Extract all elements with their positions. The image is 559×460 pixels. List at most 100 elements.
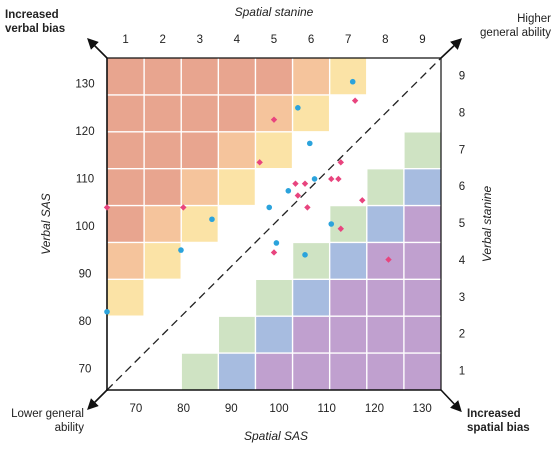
data-point-circle [328,221,335,227]
grid-cell-s6-v7 [292,131,330,169]
corner-lower-ability-line-2: ability [54,422,84,434]
grid-cell-s6-v8 [292,94,330,133]
grid-cell-s7-v1 [329,353,368,391]
grid-cell-s1-v2 [107,316,145,354]
corner-lower-ability-line-1: Lower general [11,408,84,420]
verbal-sas-axis-label: Verbal SAS [39,193,53,255]
corner-label-lower-ability: Lower general ability [4,407,84,435]
grid-cell-s1-v4 [107,242,145,280]
corner-spatial-bias-line-2: spatial bias [467,422,530,434]
data-point-diamond [103,204,111,211]
data-point-diamond [180,204,187,211]
left-tick-label: 120 [75,126,94,138]
tick-labels: 1 2 3 4 5 6 7 8 9 1 2 3 4 5 6 7 8 9 70 80 90 100 110 120 130 70 80… [75,34,465,415]
grid-cell-s3-v8 [181,94,219,133]
grid-cell-s3-v1 [181,353,219,391]
right-tick-label: 5 [459,218,465,230]
data-point-diamond [351,97,359,104]
grid-cell-s1-v5 [107,205,145,243]
grid-cell-s8-v7 [366,131,405,169]
grid-cell-s7-v9 [329,58,368,96]
data-point-circle [178,247,184,253]
lower-ability-diagonal-arrow [87,389,108,410]
grid-cell-s4-v2 [218,316,256,354]
corner-verbal-bias-line-2: verbal bias [5,23,66,35]
grid-cell-s6-v2 [292,316,330,354]
data-point-circle [104,308,110,315]
grid-cell-s3-v2 [181,316,219,354]
data-point-diamond [294,192,302,199]
left-tick-label: 130 [75,79,94,91]
right-tick-label: 2 [459,329,465,341]
grid-cell-s5-v1 [255,353,293,391]
grid-cell-s8-v3 [366,279,405,317]
grid-cell-s2-v3 [144,279,182,317]
grid-cell-s6-v1 [292,353,330,391]
corner-verbal-bias-line-1: Increased [5,9,59,21]
data-point-diamond [256,159,263,166]
bottom-tick-label: 80 [177,403,190,415]
spatial-bias-diagonal-arrow [440,389,462,413]
grid-cell-s5-v4 [255,242,293,280]
data-point-circle [285,188,292,194]
right-tick-label: 1 [459,366,465,378]
grid-cell-s3-v6 [181,168,219,206]
grid-cell-s1-v3 [107,279,145,317]
data-point-circle [302,252,308,258]
left-tick-label: 80 [79,316,92,328]
grid-cell-s8-v5 [366,205,405,243]
data-point-circle [311,176,318,182]
left-tick-label: 70 [79,363,92,375]
data-point-diamond [385,256,392,263]
grid-cell-s9-v3 [403,279,442,317]
data-point-circle [306,140,313,147]
grid-cell-s4-v9 [218,58,256,96]
grid-cell-s3-v4 [181,242,219,280]
top-tick-label: 8 [382,34,388,46]
spatial-stanine-axis-label: Spatial stanine [235,5,314,19]
grid-cell-s7-v8 [329,94,368,133]
grid-cell-s9-v5 [403,205,442,243]
corner-label-higher-ability: Higher general ability [480,12,551,40]
grid-cell-s4-v8 [218,94,256,133]
grid-cell-s1-v9 [107,58,145,96]
grid-cell-s9-v6 [403,168,442,206]
corner-spatial-bias-line-1: Increased [467,408,521,420]
grid-cell-s9-v1 [403,353,442,391]
grid-cell-s5-v2 [255,316,293,354]
grid-cell-s2-v1 [144,353,182,391]
grid-cell-s2-v4 [144,242,182,280]
data-point-diamond [337,225,344,232]
data-point-diamond [292,180,299,187]
data-point-diamond [270,116,278,123]
right-tick-label: 4 [459,255,466,267]
grid-cell-s2-v5 [144,205,182,243]
data-point-diamond [359,197,366,204]
grid-cell-s9-v4 [403,242,442,280]
data-point-diamond [328,175,335,183]
equal-ability-diagonal [106,57,442,391]
spatial-sas-axis-label: Spatial SAS [244,429,308,443]
left-tick-label: 90 [79,268,92,280]
verbal-stanine-axis-label: Verbal stanine [480,186,494,263]
data-point-circle [295,105,301,111]
grid-cell-s8-v4 [366,242,405,280]
grid-cell-s9-v8 [403,94,442,133]
corner-higher-ability-line-1: Higher [517,13,551,25]
grid-cell-s2-v6 [144,168,182,206]
data-point-circle [349,78,356,85]
grid-cell-s3-v7 [181,131,219,169]
top-tick-label: 3 [197,34,203,46]
data-point-diamond [270,249,278,256]
corner-label-verbal-bias: Increased verbal bias [5,8,65,36]
bottom-tick-label: 100 [269,403,288,415]
top-tick-label: 7 [345,34,351,46]
grid-cell-s5-v8 [255,94,293,133]
bottom-tick-label: 90 [225,403,238,415]
data-point-diamond [301,180,309,187]
grid-cell-s7-v2 [329,316,368,354]
grid-cell-s6-v3 [292,279,330,317]
grid-cell-s4-v7 [218,131,256,169]
grid-cell-s8-v6 [366,168,405,206]
